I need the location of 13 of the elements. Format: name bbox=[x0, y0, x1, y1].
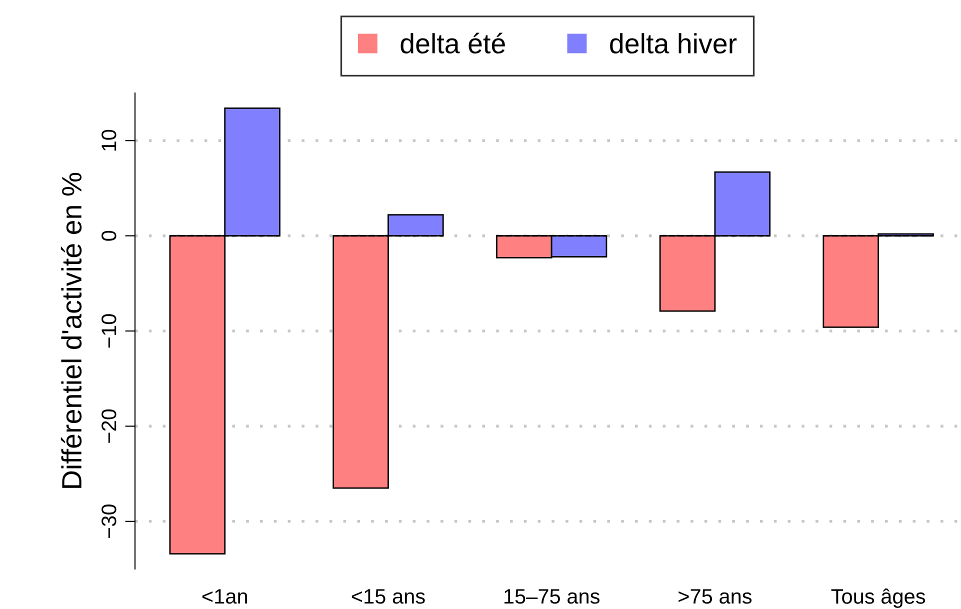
x-tick-label: 15–75 ans bbox=[504, 589, 600, 604]
y-axis-title: Différentiel d'activité en % bbox=[60, 172, 82, 488]
y-tick-label: 0 bbox=[102, 230, 116, 241]
y-tick-label: −20 bbox=[102, 409, 116, 443]
x-tick-label: <15 ans bbox=[352, 589, 425, 604]
x-tick-label: Tous âges bbox=[831, 588, 926, 608]
y-tick-label: −10 bbox=[102, 314, 116, 348]
y-tick-label: 10 bbox=[102, 130, 116, 151]
legend-label: delta hiver bbox=[610, 33, 737, 54]
legend-label: delta été bbox=[400, 32, 505, 54]
x-tick-label: <1an bbox=[202, 589, 247, 604]
y-tick-label: −30 bbox=[102, 504, 116, 538]
x-tick-label: >75 ans bbox=[678, 589, 752, 604]
